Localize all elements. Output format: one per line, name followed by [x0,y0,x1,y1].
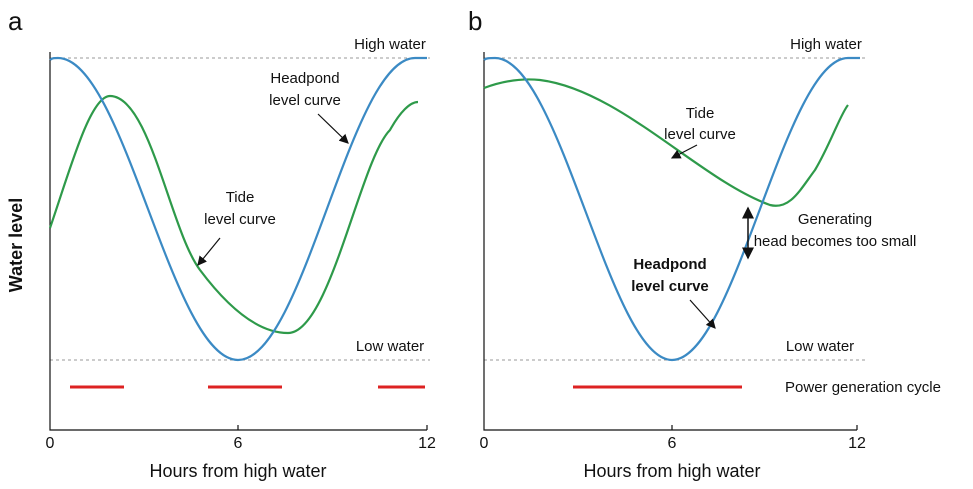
low-water: Low water [786,338,854,355]
tide-label: Tide [686,105,715,122]
tide-label: level curve [204,211,276,228]
headpond-label: level curve [631,278,709,295]
headpond-label: level curve [269,92,341,109]
headpond-curve [483,56,860,362]
arrow [317,113,349,144]
x-tick-label: 6 [234,435,243,452]
high-water: High water [790,36,862,53]
high-water: High water [354,36,426,53]
x-tick-label: 6 [668,435,677,452]
tide-curve [48,94,419,335]
x-label: Hours from high water [149,461,326,481]
cycle-label: Power generation cycle [785,379,941,396]
panel-a: a High water Low water Headpond level cu… [8,6,436,481]
tide-label: level curve [664,126,736,143]
x-tick-label: 0 [46,435,55,452]
tide-label: Tide [226,189,255,206]
arrow [197,237,221,266]
headpond-label: Headpond [633,256,706,273]
panel-b: b High water Low water Tide level curve … [468,6,941,481]
low-water: Low water [356,338,424,355]
axes [483,52,857,431]
y-label: Water level [6,198,26,292]
headpond-label: Headpond [270,70,339,87]
head-note: head becomes too small [754,233,917,250]
x-tick-label: 12 [848,435,866,452]
panel-label: b [468,6,482,36]
x-label: Hours from high water [583,461,760,481]
arrow [670,144,698,159]
arrow [689,299,716,329]
x-tick-label: 12 [418,435,436,452]
head-note: Generating [798,211,872,228]
x-tick-label: 0 [480,435,489,452]
headpond-curve [49,56,427,362]
panel-label: a [8,6,23,36]
axes [49,52,427,431]
tide-curve [483,78,849,207]
